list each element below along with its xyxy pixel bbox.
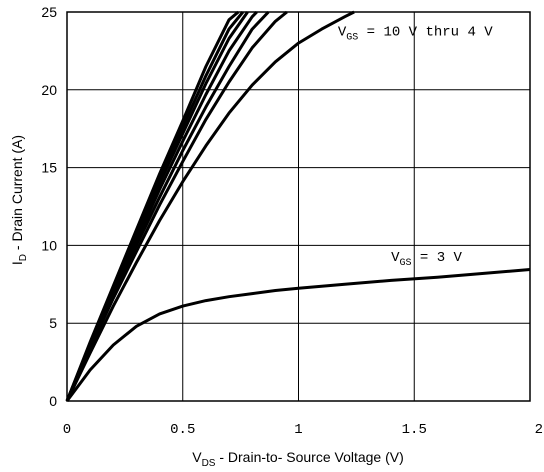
y-tick-label: 0 <box>49 393 57 409</box>
y-axis-label-rest: - Drain Current (A) <box>9 135 25 254</box>
x-tick-label: 0.5 <box>170 422 195 438</box>
annotation-vgs-10-4-rest: = 10 V thru 4 V <box>358 24 493 40</box>
x-tick-labels: 0 0.5 1 1.5 2 <box>63 422 543 438</box>
annotation-vgs-3-rest: = 3 V <box>412 250 463 266</box>
y-tick-label: 10 <box>41 237 57 253</box>
annotation-vgs-10-4: VGS = 10 V thru 4 V <box>338 24 493 43</box>
annotation-vgs-10-4-main: V <box>338 24 347 40</box>
x-tick-label: 1.5 <box>402 422 427 438</box>
annotation-vgs-3-main: V <box>391 250 400 266</box>
x-tick-label: 1 <box>294 422 302 438</box>
x-tick-label: 0 <box>63 422 71 438</box>
y-tick-label: 20 <box>41 82 57 98</box>
series-line-8 <box>65 268 531 402</box>
y-tick-labels: 0 5 10 15 20 25 <box>41 4 57 409</box>
plot-frame <box>66 11 531 402</box>
y-tick-label: 25 <box>41 4 57 20</box>
x-axis-label-rest: - Drain-to- Source Voltage (V) <box>215 449 403 465</box>
y-tick-label: 15 <box>41 160 57 176</box>
x-axis-label: VDS - Drain-to- Source Voltage (V) <box>192 449 404 469</box>
series-line-6 <box>65 10 288 402</box>
y-axis-label: ID - Drain Current (A) <box>9 135 29 265</box>
annotation-vgs-3-sub: GS <box>400 258 412 269</box>
annotation-vgs-10-4-sub: GS <box>346 32 358 43</box>
series-group <box>65 10 531 402</box>
y-tick-label: 5 <box>49 315 57 331</box>
x-tick-label: 2 <box>535 422 543 438</box>
y-axis-label-main: I <box>9 261 25 265</box>
annotation-vgs-3: VGS = 3 V <box>391 250 462 269</box>
x-axis-label-sub: DS <box>202 458 216 469</box>
y-axis-label-sub: D <box>18 254 29 261</box>
x-axis-label-main: V <box>192 449 202 465</box>
series-line-7 <box>65 10 355 402</box>
